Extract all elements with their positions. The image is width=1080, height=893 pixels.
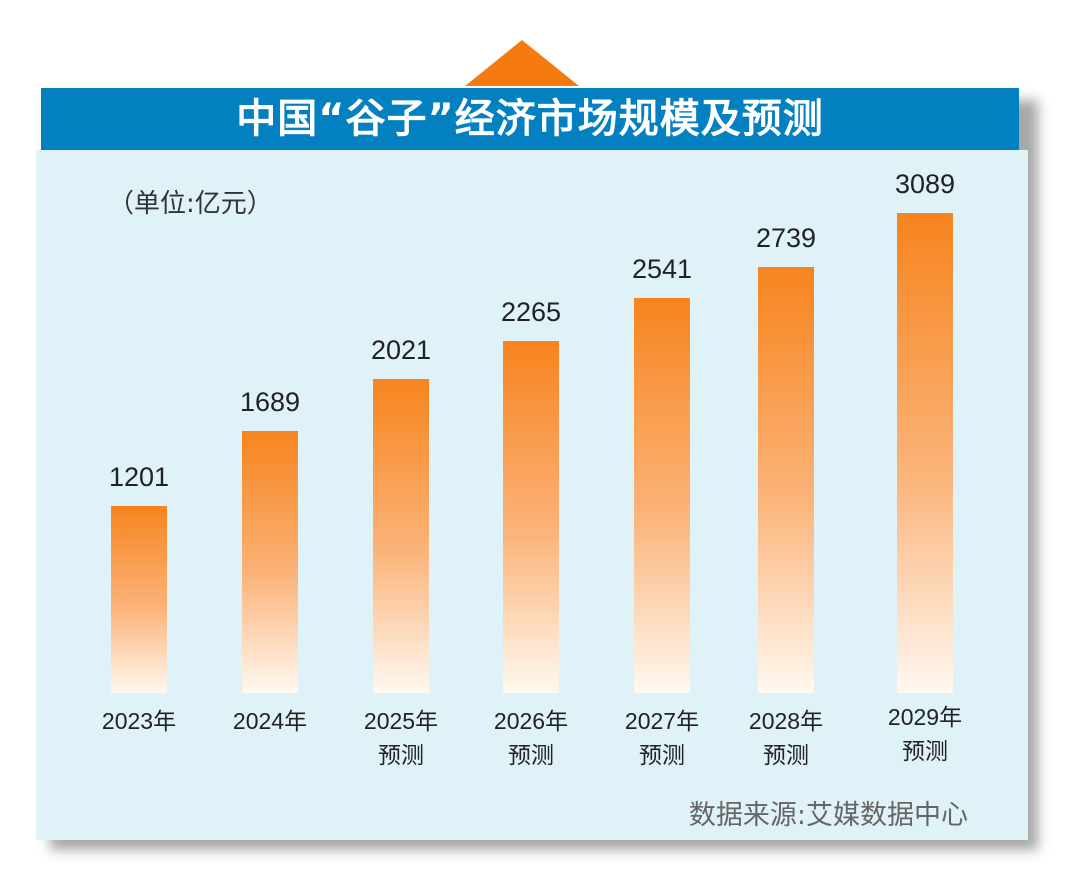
data-label: 2265 — [500, 297, 562, 328]
forecast-label: 预测 — [902, 738, 948, 764]
chart-title: 中国“谷子”经济市场规模及预测 — [41, 88, 1019, 150]
x-tick-label: 2023年 — [74, 704, 204, 738]
category-label: 2025年 — [363, 708, 439, 734]
category-label: 2029年 — [887, 704, 963, 730]
x-tick-label: 2026年预测 — [466, 704, 596, 772]
category-label: 2027年 — [624, 708, 700, 734]
x-tick-label: 2028年预测 — [721, 704, 851, 772]
x-tick-label: 2027年预测 — [597, 704, 727, 772]
category-label: 2026年 — [493, 708, 569, 734]
bar-2029年 — [897, 213, 953, 693]
data-label: 2541 — [631, 254, 693, 285]
forecast-label: 预测 — [763, 742, 809, 768]
category-label: 2024年 — [232, 708, 308, 734]
bar-2023年 — [111, 506, 167, 693]
x-tick-label: 2025年预测 — [336, 704, 466, 772]
bar-2026年 — [503, 341, 559, 693]
bar-2024年 — [242, 430, 298, 693]
bar-2027年 — [634, 298, 690, 693]
category-label: 2023年 — [101, 708, 177, 734]
data-label: 2021 — [370, 334, 432, 365]
x-tick-label: 2029年预测 — [860, 700, 990, 768]
forecast-label: 预测 — [508, 742, 554, 768]
forecast-label: 预测 — [378, 742, 424, 768]
triangle-decoration — [465, 40, 579, 86]
unit-label: （单位:亿元） — [108, 189, 273, 219]
source-note: 数据来源:艾媒数据中心 — [688, 800, 968, 831]
data-label: 3089 — [894, 169, 956, 199]
data-label: 2739 — [755, 223, 817, 254]
bar-2028年 — [758, 267, 814, 693]
data-label: 1201 — [108, 462, 170, 493]
bar-2025年 — [373, 378, 429, 693]
data-label: 1689 — [239, 386, 301, 417]
x-tick-label: 2024年 — [205, 704, 335, 738]
category-label: 2028年 — [748, 708, 824, 734]
forecast-label: 预测 — [639, 742, 685, 768]
